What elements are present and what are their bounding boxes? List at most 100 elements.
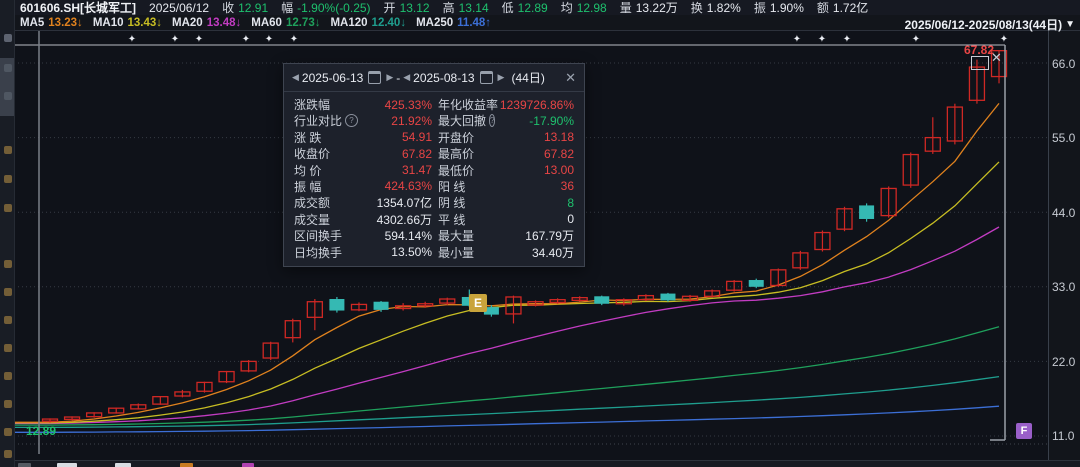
topbar-stat-value: 12.98 [576, 0, 607, 15]
candle [417, 303, 434, 307]
event-star-icon[interactable]: ✦ [128, 34, 136, 45]
candle [240, 360, 257, 372]
selection-resize-handle-icon[interactable] [971, 56, 989, 70]
ma-legend-item: MA10 13.43↓ [93, 17, 162, 29]
toolbar-button-icon[interactable] [4, 400, 12, 408]
toolbar-button-icon[interactable] [4, 175, 12, 183]
ma-label: MA250 [416, 16, 454, 29]
axis-tick-label: 55.0 [1052, 131, 1076, 145]
event-star-icon[interactable]: ✦ [818, 34, 826, 45]
candle [373, 301, 389, 310]
prev-date-arrow-icon[interactable]: ◀ [292, 72, 299, 82]
candle [726, 280, 743, 291]
stats-row: 均 价 31.47 最低价 13.00 [294, 162, 574, 178]
topbar-stat: 高 13.14 [443, 0, 489, 16]
toolbar-button-icon[interactable] [4, 450, 12, 458]
candle [968, 66, 986, 101]
toolbar-button-icon[interactable] [4, 146, 12, 154]
topbar-fields: 收 12.91 幅 -1.90%(-0.25) 开 13.12 高 13.14 低 12.89 均 1… [222, 0, 868, 16]
stat-label: 收盘价 [294, 147, 331, 162]
event-badge-e[interactable]: E [469, 294, 487, 312]
next-date-arrow-icon[interactable]: ▶ [386, 72, 394, 82]
range-stats-popup: ◀ 2025-06-13 ▶ - ◀ 2025-08-13 ▶ (44日) ✕ … [283, 63, 585, 267]
candle [836, 208, 853, 230]
toolbar-button-icon[interactable] [4, 316, 12, 324]
stat-label: 阴 线 [438, 196, 466, 211]
ma-legend-row: MA5 13.23↓ MA10 13.43↓ MA20 13.48↓ MA60 12.73↓ M… [14, 15, 1080, 30]
topbar-stat-label: 振 [753, 1, 766, 15]
event-star-icon[interactable]: ✦ [195, 34, 203, 45]
event-star-icon[interactable]: ✦ [171, 34, 179, 45]
ma-value: 13.23↓ [48, 16, 83, 29]
ma-label: MA120 [330, 16, 368, 29]
event-star-icon[interactable]: ✦ [793, 34, 801, 45]
candle [748, 280, 764, 287]
candle [814, 231, 831, 251]
next-date-arrow-icon[interactable]: ▶ [497, 72, 505, 82]
topbar-stat: 幅 -1.90%(-0.25) [281, 0, 370, 16]
toolbar-button-icon[interactable] [4, 288, 12, 296]
candle [527, 301, 544, 306]
stat-label: 区间换手 [294, 229, 343, 244]
candle [946, 106, 964, 142]
toolbar-button-icon[interactable] [4, 428, 12, 436]
candle [63, 416, 81, 421]
range-end-date[interactable]: 2025-08-13 [413, 70, 475, 85]
toolbar-button-icon[interactable] [4, 344, 12, 352]
toolbar-button-icon[interactable] [4, 372, 12, 380]
left-toolbar-strip [0, 0, 15, 467]
chart-top-border [14, 30, 1080, 31]
candle [859, 205, 875, 219]
cutoff-pane-fragment [180, 463, 193, 467]
event-star-icon[interactable]: ✦ [1000, 34, 1008, 45]
ma-legend-item: MA250 11.48↑ [416, 17, 491, 29]
candle [681, 295, 699, 302]
popup-close-icon[interactable]: ✕ [565, 69, 576, 85]
candle [108, 407, 125, 414]
ma-label: MA60 [251, 16, 282, 29]
candle [505, 296, 522, 315]
ma-value: 13.48↓ [206, 16, 242, 29]
stats-row: 区间换手 594.14% 最大量 167.79万 [294, 227, 574, 244]
range-start-date[interactable]: 2025-06-13 [301, 70, 364, 85]
date-range-dropdown[interactable]: 2025/06/12-2025/08/13(44日) ▼ [905, 16, 1075, 33]
stat-label: 平 线 [438, 212, 466, 227]
toolbar-button-icon[interactable] [4, 204, 12, 212]
candle [218, 370, 235, 383]
stat-value: -17.90% [529, 113, 574, 128]
adjust-badge-f[interactable]: F [1016, 423, 1032, 439]
topbar-stat-value: 13.12 [399, 0, 430, 15]
stat-value: 21.92% [391, 113, 432, 128]
toolbar-button-icon[interactable] [4, 34, 12, 42]
stat-label: 最大量 [438, 229, 475, 244]
toolbar-button-icon[interactable] [4, 64, 12, 72]
stat-value: 67.82 [543, 146, 574, 161]
stat-label: 开盘价 [438, 130, 475, 145]
date-range-text: 2025/06/12-2025/08/13(44日) [904, 18, 1063, 32]
ma-line-ma250 [14, 405, 1000, 433]
event-star-icon[interactable]: ✦ [912, 34, 920, 45]
candle [394, 305, 412, 310]
candle [284, 320, 301, 339]
question-circle-icon[interactable]: ? [345, 114, 359, 128]
ma-legend-item: MA60 12.73↓ [251, 17, 320, 29]
event-star-icon[interactable]: ✦ [242, 34, 250, 45]
toolbar-button-icon[interactable] [4, 260, 12, 268]
event-star-icon[interactable]: ✦ [290, 34, 298, 45]
topbar-stat-label: 量 [619, 1, 632, 15]
topbar-stat: 换 1.82% [691, 0, 741, 16]
topbar-stat-label: 收 [222, 1, 235, 15]
calendar-icon[interactable] [368, 71, 382, 84]
chevron-down-icon: ▼ [1065, 19, 1075, 30]
question-circle-icon[interactable]: ? [489, 114, 496, 128]
topbar-stat: 均 12.98 [561, 0, 607, 16]
prev-date-arrow-icon[interactable]: ◀ [403, 72, 411, 82]
stats-row: 日均换手 13.50% 最小量 34.40万 [294, 244, 574, 260]
calendar-icon[interactable] [479, 71, 493, 84]
selection-close-icon[interactable]: ✕ [991, 50, 1002, 65]
event-star-icon[interactable]: ✦ [843, 34, 851, 45]
stat-value: 36 [560, 179, 574, 194]
event-star-icon[interactable]: ✦ [265, 34, 273, 45]
candle [130, 404, 147, 410]
toolbar-button-icon[interactable] [4, 92, 12, 100]
